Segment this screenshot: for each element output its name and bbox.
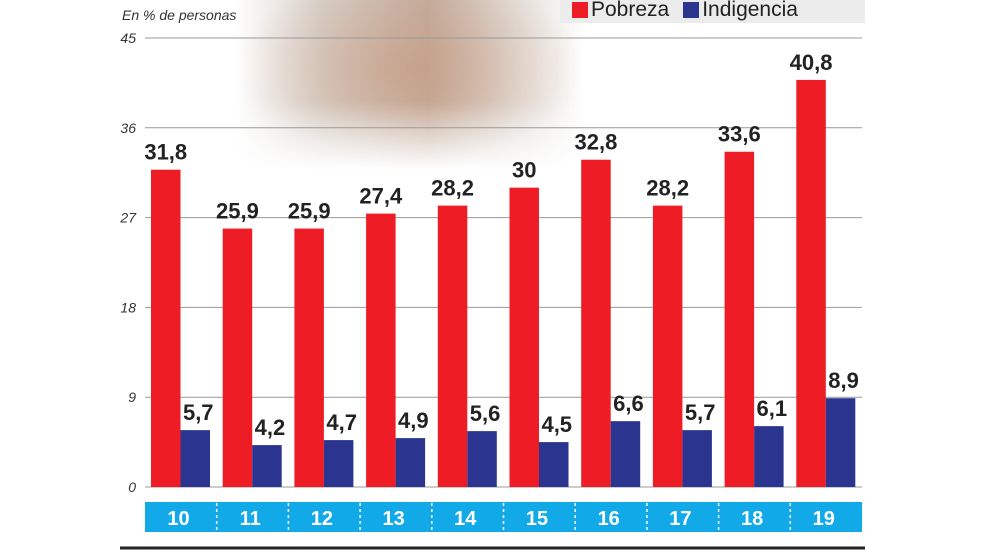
data-label: 5,7	[183, 400, 214, 425]
y-tick-label: 36	[120, 120, 136, 136]
chart-subtitle: En % de personas	[122, 7, 237, 23]
bar-indigencia	[252, 445, 282, 487]
data-label: 31,8	[144, 140, 187, 165]
bar-pobreza	[581, 159, 611, 487]
x-tick-label: 18	[741, 508, 763, 530]
data-label: 4,7	[326, 410, 357, 435]
bar-indigencia	[323, 440, 354, 487]
data-label: 28,2	[431, 176, 474, 201]
bar-pobreza	[652, 205, 683, 488]
data-label: 6,6	[613, 391, 644, 416]
bar-pobreza	[294, 228, 324, 487]
legend-label: Pobreza	[591, 0, 670, 21]
y-tick-label: 27	[119, 210, 137, 226]
y-tick-label: 18	[120, 299, 136, 315]
x-tick-label: 14	[454, 508, 477, 530]
legend-swatch	[683, 1, 700, 18]
bar-indigencia	[825, 398, 856, 487]
bar-pobreza	[437, 205, 468, 488]
data-label: 5,6	[470, 401, 501, 426]
bar-indigencia	[682, 430, 712, 487]
y-tick-label: 0	[128, 479, 136, 495]
legend-swatch	[572, 1, 588, 18]
data-label: 4,9	[398, 408, 429, 433]
data-label: 28,2	[646, 176, 689, 201]
y-tick-label: 9	[128, 389, 136, 405]
legend-item-pobreza: Pobreza	[572, 0, 669, 22]
bar-indigencia	[610, 421, 641, 487]
data-label: 33,6	[718, 122, 761, 147]
data-label: 27,4	[359, 184, 403, 209]
legend-label: Indigencia	[702, 0, 798, 21]
data-label: 40,8	[790, 50, 833, 75]
legend-item-indigencia: Indigencia	[683, 0, 798, 22]
legend: Pobreza Indigencia	[560, 0, 865, 23]
x-tick-label: 11	[240, 508, 261, 530]
x-tick-label: 19	[813, 508, 835, 530]
data-label: 30	[512, 158, 536, 183]
bar-pobreza	[724, 151, 755, 487]
bar-indigencia	[180, 430, 210, 487]
data-label: 32,8	[575, 130, 618, 155]
data-label: 6,1	[757, 396, 788, 421]
x-tick-label: 15	[526, 508, 548, 530]
x-tick-label: 16	[598, 508, 620, 530]
data-label: 4,2	[255, 415, 286, 440]
x-tick-label: 12	[311, 508, 333, 530]
bar-pobreza	[796, 79, 826, 487]
data-label: 5,7	[685, 400, 716, 425]
bar-indigencia	[754, 426, 784, 487]
y-tick-label: 45	[120, 30, 136, 46]
data-label: 4,5	[541, 412, 572, 437]
bar-pobreza	[222, 228, 253, 487]
x-tick-label: 10	[167, 508, 189, 530]
background-photo	[235, 0, 585, 170]
bar-pobreza	[151, 169, 181, 487]
x-tick-label: 13	[382, 508, 404, 530]
bar-indigencia	[467, 431, 497, 487]
x-tick-label: 17	[669, 508, 691, 530]
bar-indigencia	[395, 438, 426, 487]
bar-pobreza	[366, 213, 396, 487]
data-label: 25,9	[288, 199, 331, 224]
bar-pobreza	[509, 187, 539, 487]
bar-indigencia	[539, 442, 569, 487]
data-label: 25,9	[216, 199, 259, 224]
data-label: 8,9	[828, 368, 859, 393]
